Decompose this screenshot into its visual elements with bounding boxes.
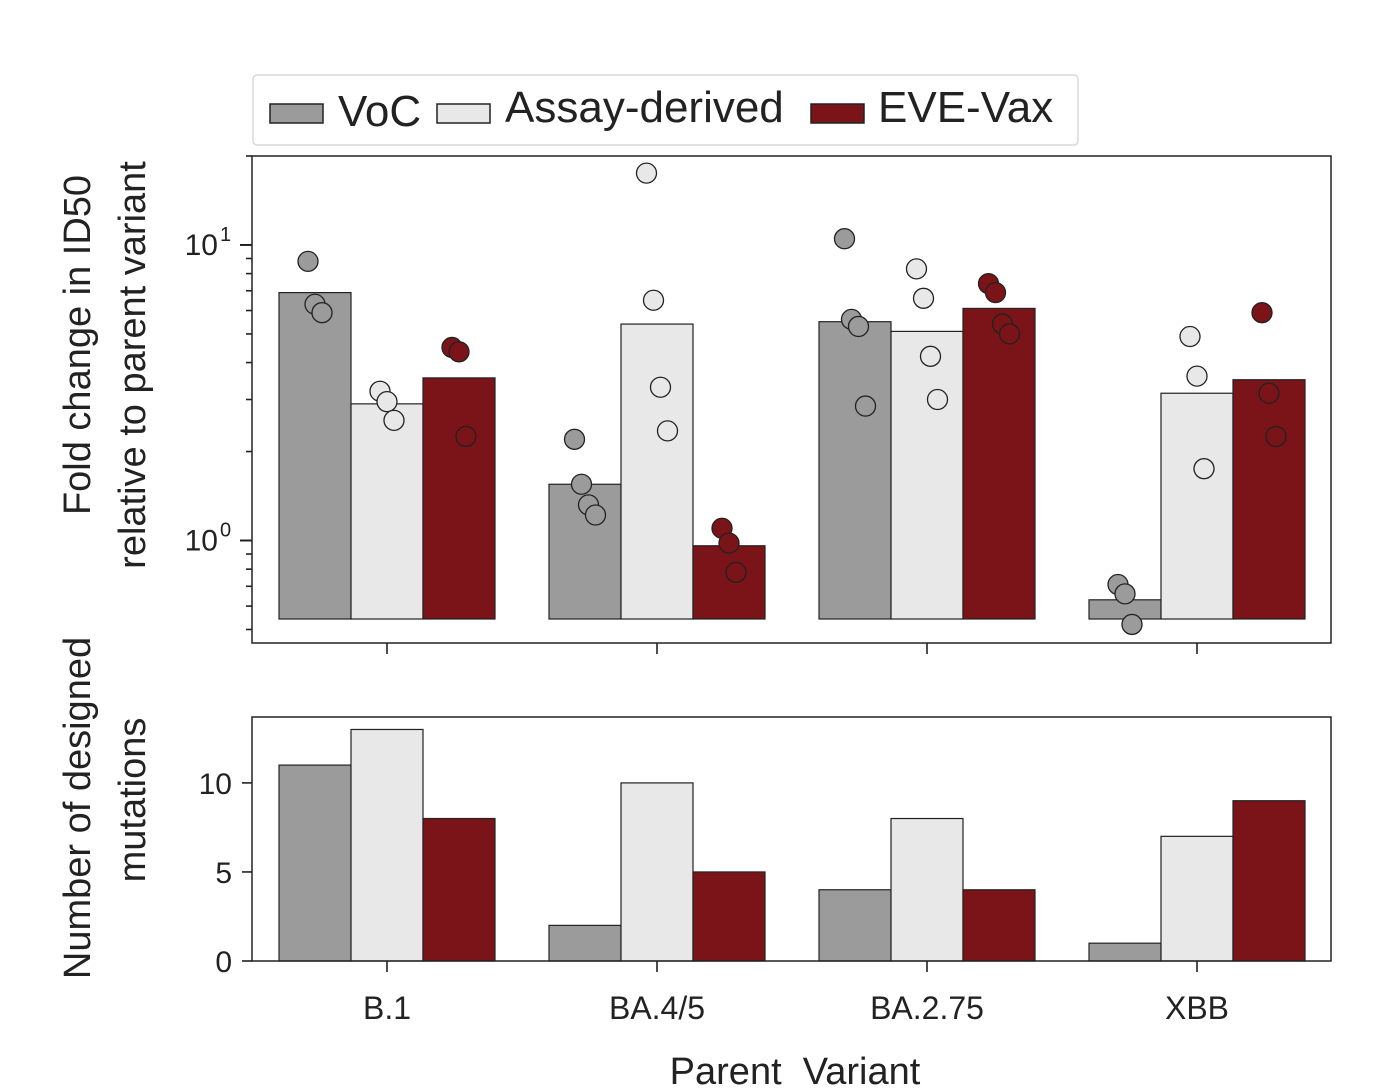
top-bar-assay-derived-b-1 bbox=[350, 403, 424, 620]
top-point-voc-ba-2-75 bbox=[833, 228, 856, 250]
top-ytick-label: 10 bbox=[185, 229, 218, 262]
top-point-eve-vax-ba-4-5 bbox=[718, 532, 740, 554]
top-point-voc-xbb bbox=[1114, 583, 1136, 605]
top-point-assay-derived-ba-2-75 bbox=[919, 345, 942, 367]
legend-frame bbox=[252, 74, 1079, 146]
bottom-ytick-label: 0 bbox=[215, 946, 232, 979]
legend: VoC Assay-derived EVE-Vax bbox=[252, 74, 1079, 146]
bottom-bar-eve-vax-b-1 bbox=[422, 817, 496, 962]
top-point-voc-ba-2-75 bbox=[854, 395, 877, 417]
bottom-bar-assay-derived-ba-2-75 bbox=[890, 817, 964, 962]
bottom-bar-voc-b-1 bbox=[278, 764, 352, 962]
top-bar-assay-derived-ba-2-75 bbox=[890, 330, 964, 620]
top-point-eve-vax-ba-2-75 bbox=[984, 281, 1007, 304]
top-ylabel-line2: relative to parent variant bbox=[112, 161, 154, 569]
bottom-bar-assay-derived-xbb bbox=[1160, 835, 1234, 962]
bottom-bar-voc-ba-4-5 bbox=[548, 924, 622, 962]
xtick-label-ba-2-75: BA.2.75 bbox=[870, 990, 984, 1026]
top-ytick-label: 10 bbox=[185, 525, 218, 558]
bottom-ylabel-line1: Number of designed bbox=[57, 637, 99, 979]
top-bars bbox=[278, 291, 1306, 620]
top-ytick-exponent: 1 bbox=[220, 224, 231, 246]
xtick-label-xbb: XBB bbox=[1165, 990, 1229, 1026]
bottom-plot-frame bbox=[251, 716, 1332, 962]
bottom-panel: 0 5 10 B.1 BA.4/5 BA.2.75 XBB Number of desig… bbox=[57, 637, 1332, 1088]
bottom-bar-eve-vax-ba-2-75 bbox=[962, 889, 1036, 962]
legend-swatch-assay bbox=[436, 103, 491, 124]
legend-swatch-voc bbox=[269, 103, 324, 124]
top-x-axis bbox=[386, 643, 1198, 654]
bottom-bar-eve-vax-xbb bbox=[1232, 800, 1306, 962]
legend-swatch-eve bbox=[810, 103, 865, 124]
bottom-ylabel-line2: mutations bbox=[112, 718, 154, 883]
top-point-assay-derived-ba-4-5 bbox=[642, 289, 665, 311]
top-bar-eve-vax-b-1 bbox=[422, 377, 496, 620]
top-point-assay-derived-ba-2-75 bbox=[912, 287, 935, 309]
top-point-voc-ba-4-5 bbox=[570, 473, 593, 495]
top-point-assay-derived-b-1 bbox=[376, 391, 398, 413]
bottom-bar-voc-ba-2-75 bbox=[818, 889, 892, 962]
top-ytick-exponent: 0 bbox=[220, 520, 231, 542]
top-point-voc-ba-2-75 bbox=[847, 315, 870, 338]
legend-label-eve: EVE-Vax bbox=[878, 83, 1053, 132]
bottom-y-axis: 0 5 10 bbox=[199, 768, 252, 979]
top-bar-voc-ba-2-75 bbox=[818, 321, 892, 620]
bottom-x-axis: B.1 BA.4/5 BA.2.75 XBB bbox=[363, 961, 1229, 1026]
top-point-voc-b-1 bbox=[297, 250, 319, 273]
top-point-voc-ba-4-5 bbox=[584, 504, 607, 526]
top-point-voc-b-1 bbox=[311, 302, 333, 324]
top-point-assay-derived-xbb bbox=[1193, 458, 1215, 480]
bottom-bar-assay-derived-b-1 bbox=[350, 728, 424, 962]
top-point-eve-vax-xbb bbox=[1258, 382, 1280, 404]
top-bar-assay-derived-xbb bbox=[1160, 392, 1234, 620]
top-point-assay-derived-b-1 bbox=[383, 409, 405, 432]
bottom-ytick-label: 10 bbox=[199, 768, 232, 801]
top-point-assay-derived-ba-4-5 bbox=[635, 162, 658, 184]
top-point-eve-vax-b-1 bbox=[448, 341, 470, 363]
top-bar-voc-b-1 bbox=[278, 291, 352, 620]
top-points bbox=[297, 162, 1287, 636]
top-point-assay-derived-ba-4-5 bbox=[649, 376, 672, 398]
bottom-bar-eve-vax-ba-4-5 bbox=[692, 871, 766, 962]
top-point-eve-vax-b-1 bbox=[455, 425, 477, 448]
top-point-assay-derived-xbb bbox=[1186, 365, 1208, 387]
x-axis-label: Parent Variant bbox=[670, 1051, 921, 1088]
legend-label-assay: Assay-derived bbox=[505, 83, 784, 132]
top-ylabel-line1: Fold change in ID50 bbox=[57, 175, 99, 515]
top-point-assay-derived-ba-2-75 bbox=[926, 388, 949, 411]
top-point-eve-vax-ba-2-75 bbox=[998, 323, 1021, 345]
top-point-voc-xbb bbox=[1121, 613, 1143, 636]
top-point-assay-derived-xbb bbox=[1179, 325, 1201, 348]
bottom-bar-voc-xbb bbox=[1088, 942, 1162, 962]
top-point-assay-derived-ba-4-5 bbox=[656, 420, 679, 442]
bottom-bars bbox=[278, 728, 1306, 962]
top-point-voc-ba-4-5 bbox=[563, 428, 586, 450]
top-point-eve-vax-xbb bbox=[1251, 302, 1273, 324]
top-bar-eve-vax-ba-2-75 bbox=[962, 307, 1036, 620]
top-bar-eve-vax-ba-4-5 bbox=[692, 545, 766, 620]
top-bar-eve-vax-xbb bbox=[1232, 379, 1306, 620]
top-point-eve-vax-xbb bbox=[1265, 425, 1287, 448]
xtick-label-ba-4-5: BA.4/5 bbox=[609, 990, 705, 1026]
legend-label-voc: VoC bbox=[338, 87, 421, 136]
top-bar-assay-derived-ba-4-5 bbox=[620, 323, 694, 620]
top-point-eve-vax-ba-4-5 bbox=[725, 561, 747, 584]
bottom-bar-assay-derived-ba-4-5 bbox=[620, 782, 694, 962]
top-point-assay-derived-ba-2-75 bbox=[905, 258, 928, 280]
bottom-ytick-label: 5 bbox=[215, 857, 232, 890]
xtick-label-b-1: B.1 bbox=[363, 990, 411, 1026]
